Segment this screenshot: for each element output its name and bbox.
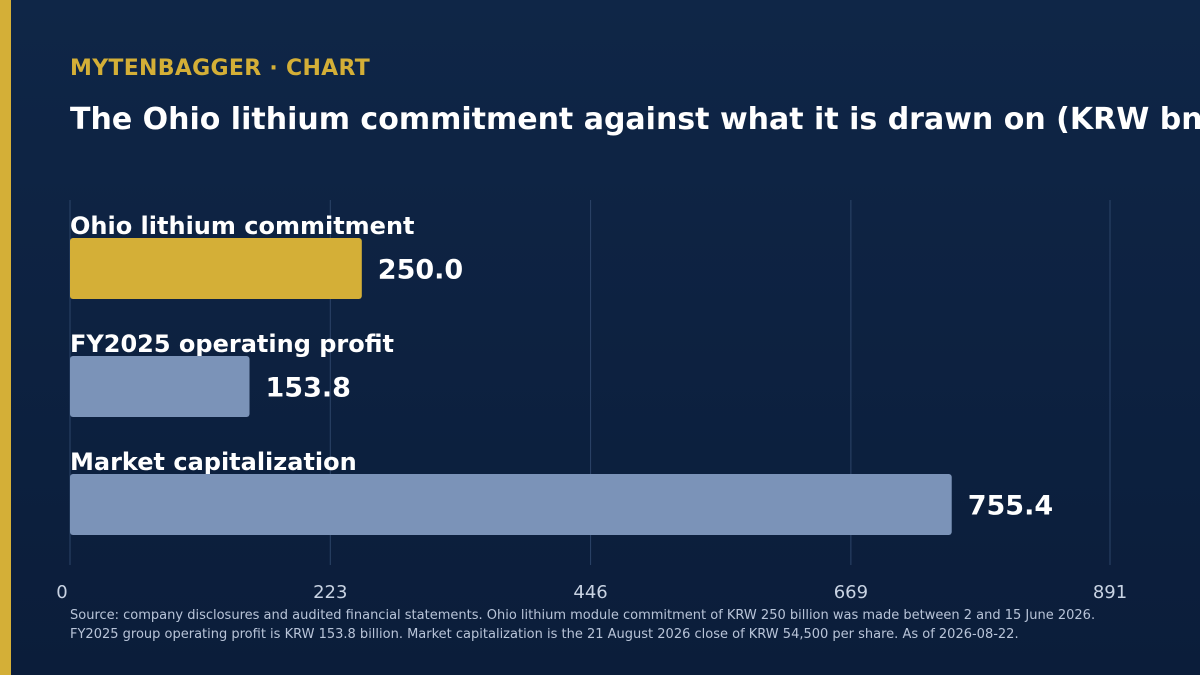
chart-title: The Ohio lithium commitment against what… xyxy=(70,102,1200,137)
value-label: 153.8 xyxy=(266,373,351,404)
accent-bar xyxy=(0,0,11,675)
source-footnote: Source: company disclosures and audited … xyxy=(70,608,1096,642)
brand-kicker: MYTENBAGGER · CHART xyxy=(70,56,371,81)
x-tick-label: 669 xyxy=(834,582,868,603)
x-tick-label: 446 xyxy=(573,582,607,603)
category-label: Market capitalization xyxy=(70,448,357,476)
value-label: 755.4 xyxy=(968,491,1053,522)
value-label: 250.0 xyxy=(378,255,463,286)
bar xyxy=(70,356,250,417)
category-label: FY2025 operating profit xyxy=(70,330,394,358)
x-tick-label: 223 xyxy=(313,582,347,603)
bar xyxy=(70,474,952,535)
x-tick-label: 891 xyxy=(1093,582,1127,603)
x-tick-label: 0 xyxy=(56,582,67,603)
category-label: Ohio lithium commitment xyxy=(70,212,415,240)
bar xyxy=(70,238,362,299)
